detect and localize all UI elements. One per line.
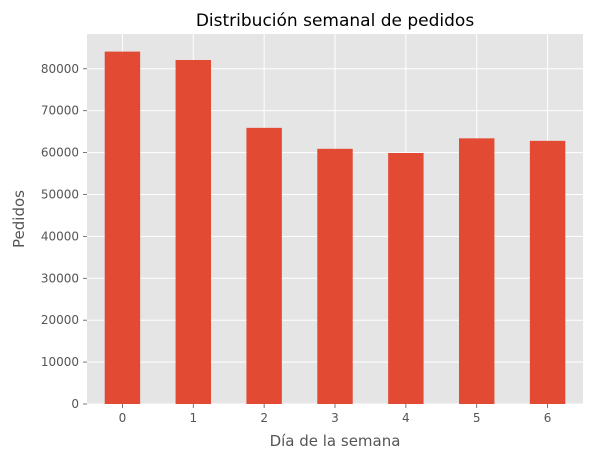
x-axis-label: Día de la semana [270,432,401,450]
y-tick-label: 20000 [41,313,79,327]
bar-day-0 [104,51,141,405]
x-tick-label: 1 [189,411,197,425]
y-axis-label: Pedidos [10,190,28,248]
x-tick-label: 0 [119,411,127,425]
x-tick-label: 4 [402,411,410,425]
y-tick-label: 40000 [41,229,79,243]
y-tick-label: 60000 [41,146,79,160]
bar-day-6 [529,140,566,405]
y-tick-label: 10000 [41,355,79,369]
bar-day-4 [388,153,424,404]
y-tick-label: 30000 [41,271,79,285]
y-tick-label: 0 [71,397,79,411]
y-tick-label: 50000 [41,187,79,201]
y-axis-ticks: 0 10000 20000 30000 40000 50000 60000 70000 8000… [41,62,87,411]
x-tick-label: 6 [544,411,552,425]
bar-day-3 [317,148,353,404]
bar-day-1 [175,59,211,404]
chart-title: Distribución semanal de pedidos [196,11,474,31]
y-tick-label: 70000 [41,104,79,118]
bar-day-2 [246,127,282,405]
bar-day-5 [459,138,495,405]
x-tick-label: 5 [473,411,481,425]
y-tick-label: 80000 [41,62,79,76]
x-axis-ticks: 0 1 2 3 4 5 6 [119,404,552,425]
bars [104,51,566,405]
x-tick-label: 3 [331,411,339,425]
x-tick-label: 2 [260,411,268,425]
